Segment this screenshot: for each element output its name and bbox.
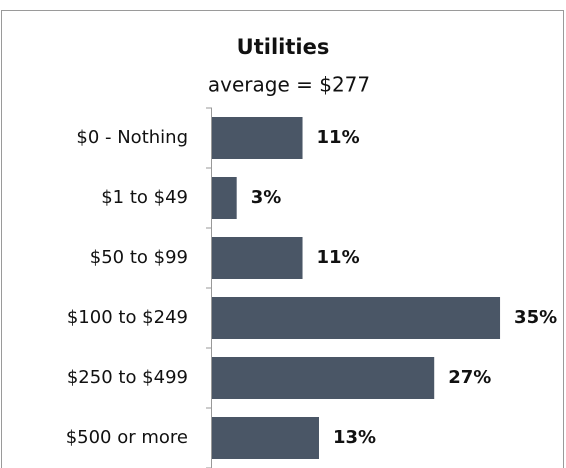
chart-subtitle: average = $277 xyxy=(208,73,370,97)
bar xyxy=(212,417,319,459)
category-label: $0 - Nothing xyxy=(76,127,188,148)
value-label: 3% xyxy=(251,187,282,208)
bar xyxy=(212,117,303,159)
value-label: 13% xyxy=(333,427,376,448)
value-label: 27% xyxy=(448,367,491,388)
category-label: $50 to $99 xyxy=(90,247,188,268)
category-label: $500 or more xyxy=(66,427,188,448)
bar xyxy=(212,357,435,399)
bar xyxy=(212,297,501,339)
category-label: $250 to $499 xyxy=(67,367,188,388)
value-label: 11% xyxy=(317,247,360,268)
bar xyxy=(212,237,303,279)
chart-title: Utilities xyxy=(237,35,330,59)
value-label: 11% xyxy=(317,127,360,148)
category-label: $100 to $249 xyxy=(67,307,188,328)
value-label: 35% xyxy=(514,307,557,328)
category-label: $1 to $49 xyxy=(101,187,188,208)
bar xyxy=(212,177,237,219)
